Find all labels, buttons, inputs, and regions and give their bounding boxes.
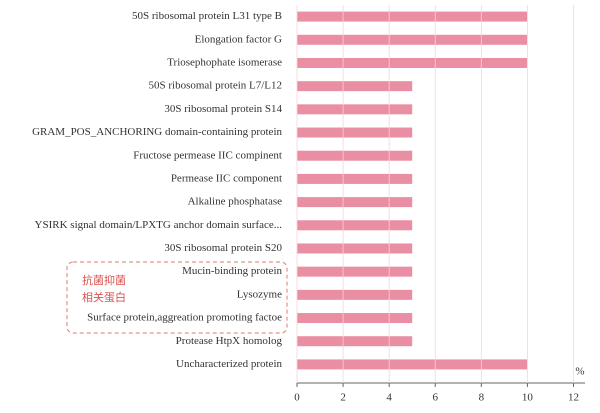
bar — [297, 359, 528, 370]
annotation-text: 相关蛋白 — [82, 290, 126, 304]
y-tick-label: Alkaline phosphatase — [188, 196, 283, 208]
annotation-box — [66, 261, 288, 334]
bar — [297, 127, 413, 138]
y-tick-label: GRAM_POS_ANCHORING domain-containing pro… — [32, 126, 282, 138]
y-tick-label: Lysozyme — [237, 288, 282, 300]
x-tick-label: 4 — [386, 392, 392, 404]
bar — [297, 104, 413, 115]
y-tick-label: Fructose permease IIC compinent — [133, 149, 282, 161]
x-tick-label: 8 — [479, 392, 485, 404]
bar — [297, 289, 413, 300]
y-tick-label: Elongation factor G — [195, 33, 282, 45]
y-tick-label: Uncharacterized protein — [176, 358, 282, 370]
bar — [297, 266, 413, 277]
bar — [297, 81, 413, 92]
bar — [297, 243, 413, 254]
y-tick-label: YSIRK signal domain/LPXTG anchor domain … — [35, 219, 283, 231]
y-tick-label: Triosephophate isomerase — [167, 57, 282, 69]
bar — [297, 150, 413, 161]
bar — [297, 197, 413, 208]
y-tick-label: 30S ribosomal protein S14 — [164, 103, 282, 115]
bar — [297, 220, 413, 231]
x-tick-label: 2 — [340, 392, 346, 404]
bar — [297, 336, 413, 347]
bar — [297, 34, 528, 45]
bar — [297, 173, 413, 184]
y-tick-label: Mucin-binding protein — [182, 265, 282, 277]
x-unit: % — [575, 366, 584, 378]
y-tick-label: Protease HtpX homolog — [176, 335, 283, 347]
x-tick-label: 12 — [568, 392, 579, 404]
y-tick-label: 50S ribosomal protein L7/L12 — [148, 80, 282, 92]
bar — [297, 313, 413, 324]
y-tick-label: 50S ribosomal protein L31 type B — [132, 10, 282, 22]
annotation-text: 抗菌抑菌 — [82, 273, 126, 287]
y-tick-label: Permease IIC component — [171, 172, 282, 184]
bar — [297, 57, 528, 68]
y-tick-label: 30S ribosomal protein S20 — [164, 242, 282, 254]
bar — [297, 11, 528, 22]
x-tick-label: 10 — [522, 392, 534, 404]
x-tick-label: 0 — [294, 392, 300, 404]
y-tick-label: Surface protein,aggreation promoting fac… — [87, 312, 282, 324]
x-tick-label: 6 — [432, 392, 438, 404]
